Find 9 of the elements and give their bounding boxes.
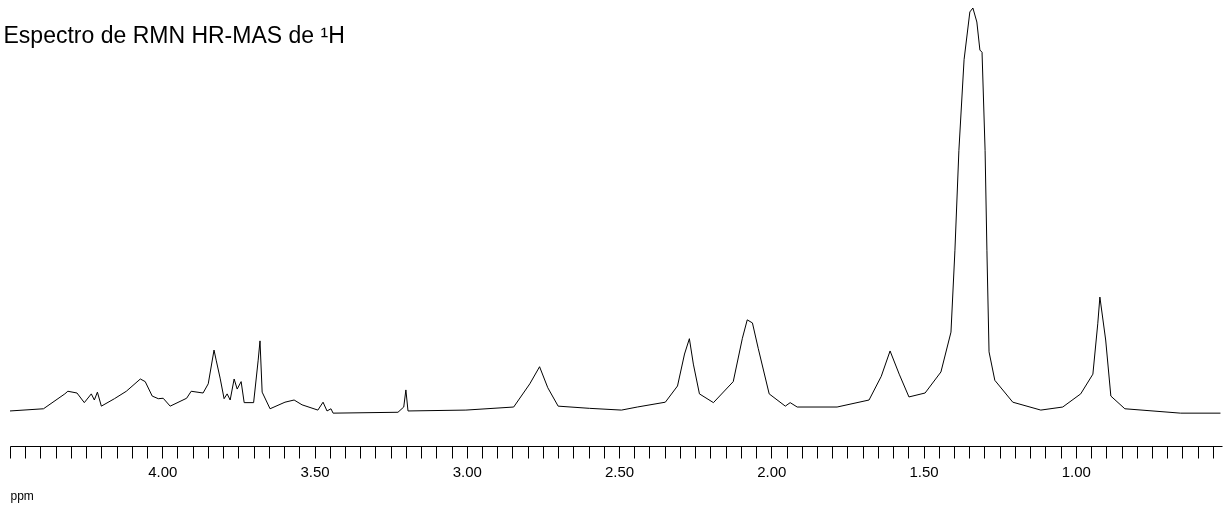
x-tick-label: 1.00 xyxy=(1061,462,1091,480)
x-tick-label: 1.50 xyxy=(909,462,939,480)
x-tick-label: 3.00 xyxy=(452,462,482,480)
x-tick-label: 4.00 xyxy=(148,462,178,480)
text: Espectro de RMN HR-MAS de ¹H xyxy=(3,21,345,48)
x-tick-label: 2.50 xyxy=(604,462,635,480)
x-tick-label: 2.00 xyxy=(757,462,787,480)
x-axis-title: ppm xyxy=(10,488,34,503)
x-tick-label: 3.50 xyxy=(300,462,330,480)
